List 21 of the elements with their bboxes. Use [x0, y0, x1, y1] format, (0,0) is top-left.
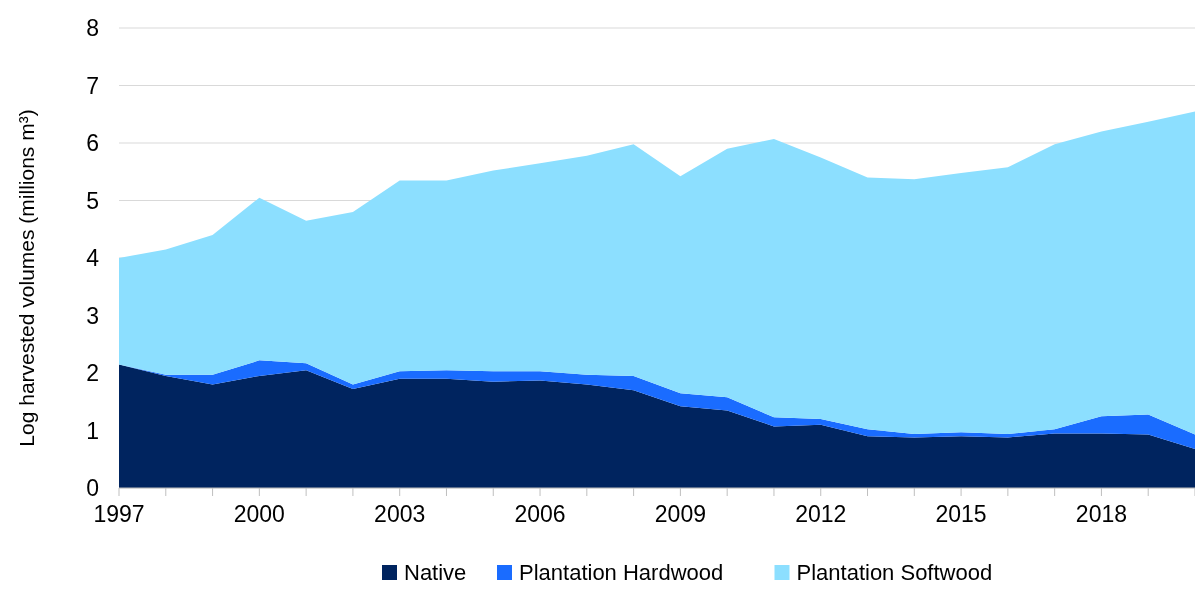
x-tick-label: 2015 [935, 501, 987, 527]
x-tick-label: 2000 [233, 501, 285, 527]
y-tick-label: 4 [86, 245, 100, 271]
y-tick-label: 7 [86, 72, 99, 99]
legend-label: Plantation Softwood [796, 560, 993, 585]
y-tick-label: 5 [86, 187, 99, 214]
y-tick-label: 2 [86, 360, 99, 386]
y-axis-title: Log harvested volumes (millions m³) [15, 109, 38, 447]
x-tick-label: 1997 [93, 501, 145, 527]
x-tick-label: 2018 [1075, 501, 1128, 527]
legend-label: Plantation Hardwood [519, 560, 724, 585]
x-tick-label: 2012 [795, 501, 847, 527]
y-tick-label: 1 [86, 417, 99, 444]
y-tick-label: 6 [86, 130, 99, 156]
y-tick-label: 0 [86, 475, 99, 501]
y-tick-label: 8 [86, 15, 99, 41]
x-tick-label: 2006 [514, 501, 566, 527]
x-tick-label: 2003 [374, 501, 426, 527]
y-tick-label: 3 [86, 302, 99, 329]
x-tick-label: 2009 [654, 501, 706, 527]
legend-label: Native [404, 560, 467, 585]
